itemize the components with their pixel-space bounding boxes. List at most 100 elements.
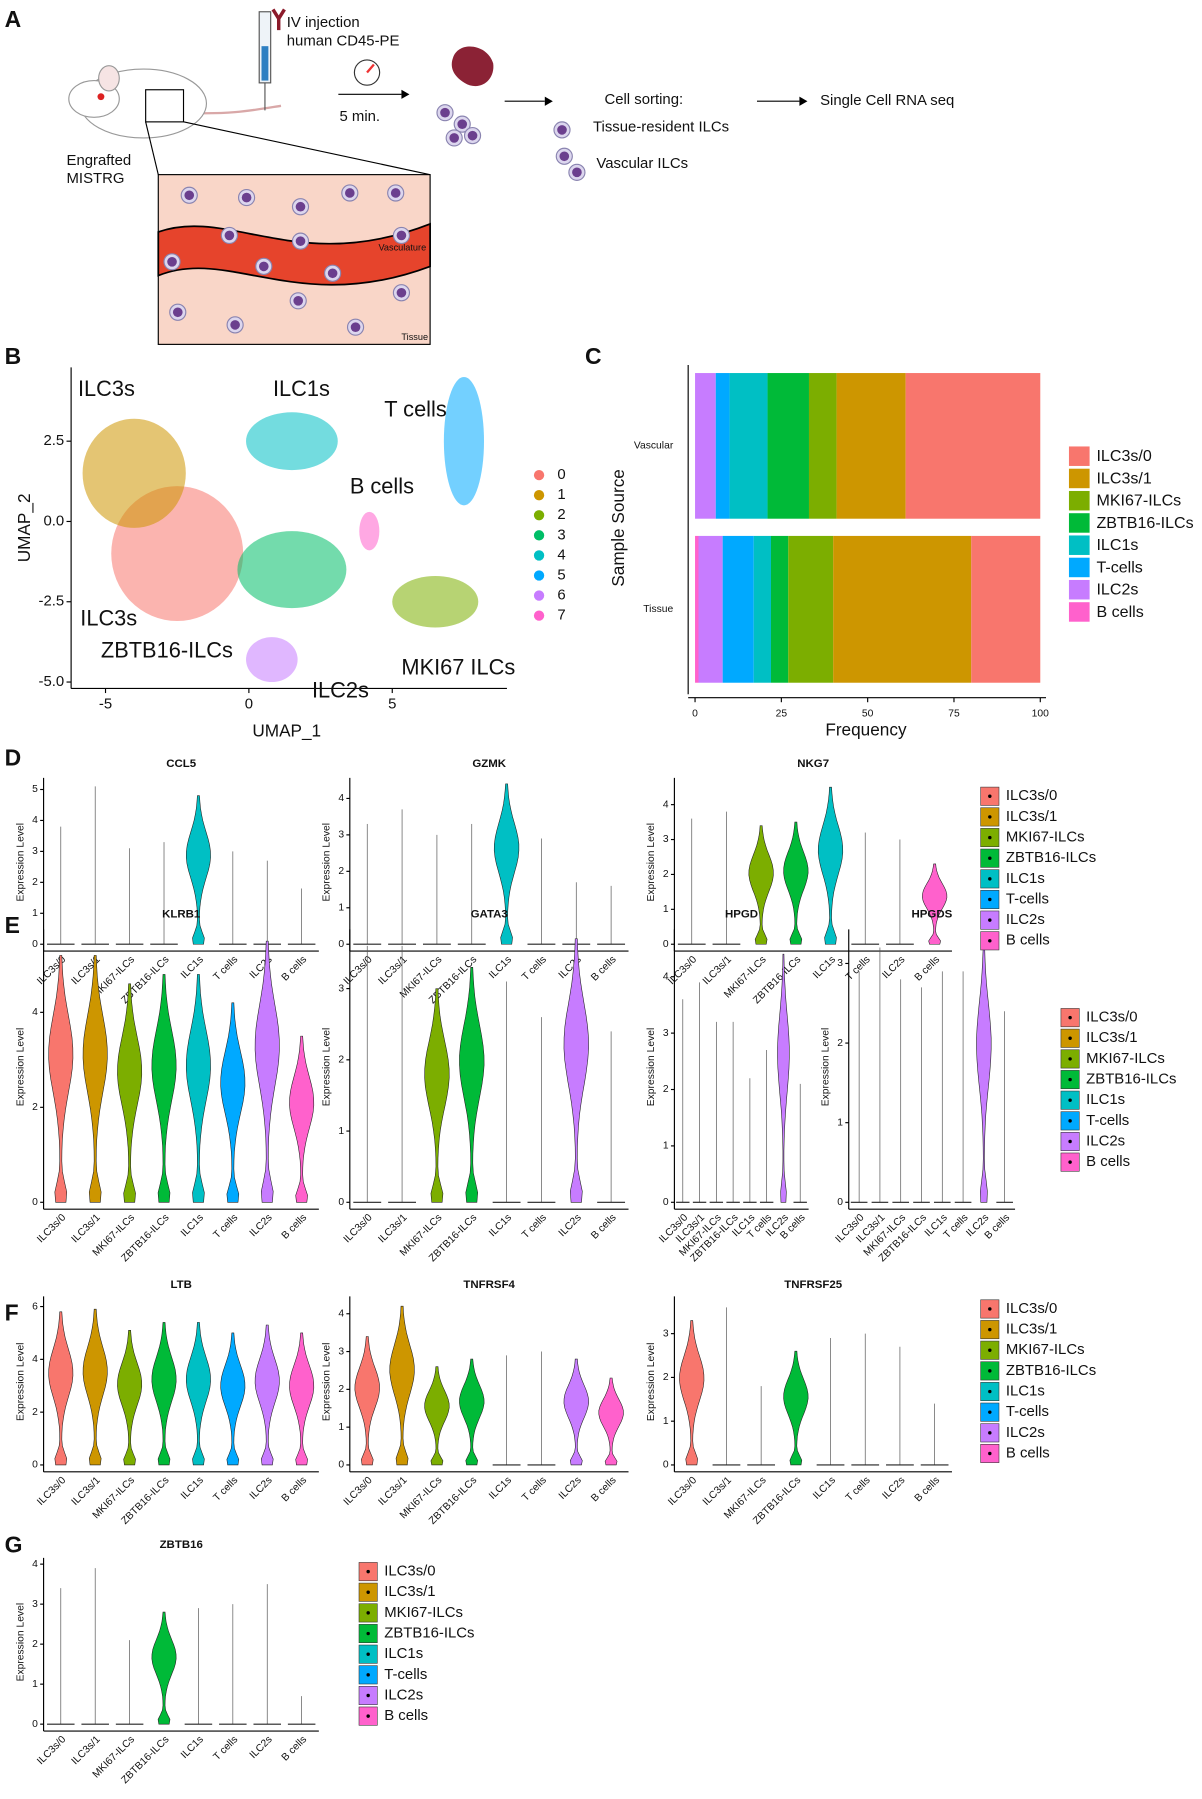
- legend-dot: [988, 1451, 992, 1456]
- bar-segment: [722, 535, 754, 683]
- bar-segment: [808, 373, 837, 519]
- panel-label: B: [5, 343, 22, 369]
- plot-title: ZBTB16: [160, 1539, 203, 1551]
- violin: [459, 1358, 485, 1466]
- mouse-eye: [97, 93, 105, 101]
- x-tick-label: ILC3s/0: [35, 1475, 68, 1508]
- plot-title: KLRB1: [162, 908, 201, 920]
- legend-dot: [366, 1611, 370, 1615]
- legend-dot: [1068, 1160, 1072, 1164]
- x-tick-label: B cells: [280, 1212, 309, 1241]
- bar-segment: [788, 535, 834, 683]
- y-tick-label: 2: [663, 1372, 669, 1383]
- cluster: [359, 511, 380, 551]
- x-tick-label: ILC3s/0: [342, 1475, 375, 1508]
- x-tick-label: 0: [692, 708, 698, 719]
- x-tick-label: T cells: [212, 954, 241, 983]
- legend-label: ZBTB16-ILCs: [1086, 1072, 1176, 1088]
- legend-label: MKI67-ILCs: [1086, 1051, 1165, 1067]
- legend-dot: [988, 939, 992, 943]
- violin: [459, 966, 485, 1203]
- clock: [353, 59, 381, 86]
- x-tick-label: 25: [776, 708, 788, 719]
- y-tick-label: 3: [663, 834, 669, 845]
- violin: [976, 939, 992, 1203]
- legend-label: T-cells: [1006, 891, 1049, 907]
- antibody-icon: [271, 8, 286, 31]
- cell-nucleus: [258, 261, 269, 272]
- y-tick-label: 2: [338, 1055, 344, 1066]
- legend-dot: [988, 1369, 992, 1373]
- legend-dot: [1068, 1098, 1072, 1102]
- bar-segment: [905, 373, 1041, 519]
- legend-swatch: [533, 570, 545, 581]
- cell-nucleus: [396, 287, 407, 298]
- cluster: [246, 412, 338, 471]
- x-tick-label: ILC3s/0: [35, 1212, 68, 1245]
- violin: [185, 974, 211, 1203]
- y-tick-label: 3: [338, 830, 344, 841]
- panel-label: D: [5, 745, 22, 771]
- x-tick-label: ILC3s/0: [35, 1734, 68, 1767]
- y-tick-label: 0: [663, 1197, 669, 1208]
- x-tick-label: B cells: [280, 1734, 309, 1763]
- legend-swatch: [533, 530, 545, 541]
- diagram-text: Vascular ILCs: [596, 156, 688, 172]
- bar-segment: [729, 373, 768, 519]
- y-axis-label: Expression Level: [322, 823, 333, 902]
- cluster-annotation: B cells: [350, 473, 414, 498]
- plot-title: GZMK: [472, 758, 506, 770]
- legend-dot: [988, 897, 992, 902]
- cell-nucleus: [572, 167, 582, 178]
- legend-swatch: [533, 510, 545, 521]
- cluster: [392, 576, 479, 628]
- y-tick-label: 3: [837, 958, 843, 969]
- legend-label: ILC3s/1: [1086, 1030, 1137, 1046]
- violin: [48, 1311, 74, 1466]
- zoom-line: [183, 121, 431, 176]
- legend-dot: [988, 1327, 992, 1332]
- y-tick-label: 2: [663, 869, 669, 880]
- y-tick-label: 4: [32, 1007, 38, 1018]
- cell-nucleus: [184, 190, 195, 201]
- legend-label: 1: [557, 487, 565, 503]
- violin: [117, 983, 143, 1203]
- y-tick-label: Tissue: [643, 604, 673, 615]
- legend-label: 7: [557, 608, 565, 624]
- y-axis-label: Expression Level: [821, 1028, 832, 1107]
- diagram-text: human CD45-PE: [287, 34, 400, 50]
- legend-label: ILC1s: [1006, 871, 1045, 887]
- cluster-annotation: ILC1s: [273, 376, 330, 401]
- x-tick-label: ILC3s/1: [70, 1475, 103, 1508]
- cluster-annotation: T cells: [384, 397, 447, 422]
- diagram-text: Tissue-resident ILCs: [593, 120, 729, 136]
- cell-nucleus: [350, 322, 361, 332]
- violin: [185, 1322, 211, 1466]
- x-tick-label: B cells: [589, 1475, 618, 1504]
- bar-segment: [695, 373, 716, 519]
- legend-label: T-cells: [1006, 1404, 1049, 1420]
- violin: [679, 1320, 705, 1466]
- violin: [748, 825, 774, 945]
- cell-nucleus: [224, 230, 235, 241]
- y-tick-label: 0: [663, 939, 669, 950]
- diagram-text: Vasculature: [378, 242, 426, 252]
- y-tick-label: 1: [338, 903, 344, 914]
- legend-dot: [988, 877, 992, 881]
- legend-label: MKI67-ILCs: [1006, 1342, 1085, 1358]
- y-tick-label: 4: [663, 799, 669, 810]
- legend-swatch: [1068, 468, 1090, 489]
- y-axis-label: Expression Level: [15, 823, 26, 902]
- bar-segment: [971, 535, 1041, 683]
- legend-label: ILC3s/0: [1006, 788, 1057, 804]
- legend-label: ILC1s: [1096, 536, 1138, 554]
- y-tick-label: 6: [32, 1301, 38, 1312]
- legend-dot: [1068, 1139, 1072, 1144]
- legend-label: B cells: [384, 1708, 428, 1724]
- y-tick-label: 1: [837, 1117, 843, 1128]
- arrow-head: [401, 89, 410, 99]
- x-axis-label: UMAP_1: [252, 721, 321, 741]
- zoom-line: [145, 121, 159, 175]
- x-tick-label: ILC3s/1: [70, 1734, 103, 1767]
